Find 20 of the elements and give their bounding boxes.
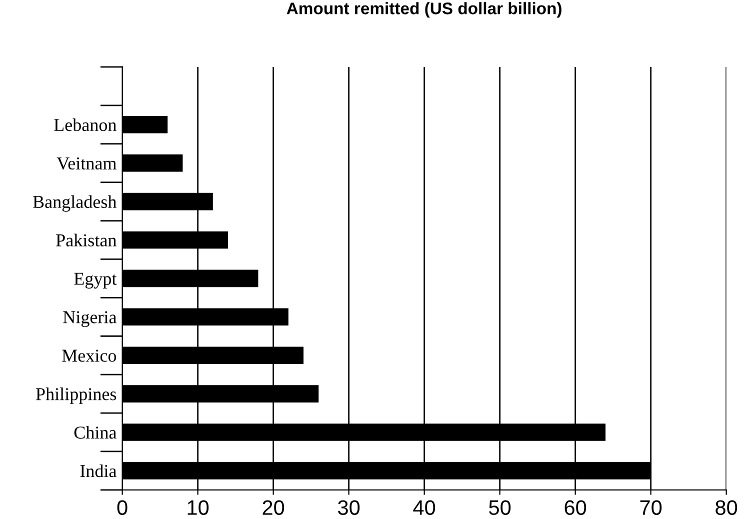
chart-title: Amount remitted (US dollar billion) [286, 2, 562, 18]
x-tick-label: 60 [564, 500, 586, 515]
y-tick-label: Mexico [62, 350, 116, 362]
y-tick-label: Egypt [74, 272, 117, 289]
y-tick-label: Lebanon [54, 118, 116, 132]
x-tick-label: 10 [188, 500, 209, 515]
x-tick-label: 70 [640, 500, 662, 515]
y-tick-label: Bangladesh [33, 195, 117, 212]
y-tick-label: Veitnam [56, 157, 116, 170]
x-tick-label: 40 [413, 500, 436, 515]
x-tick-label: 0 [117, 500, 128, 515]
y-tick-label: Philippines [36, 388, 116, 404]
x-tick-label: 80 [716, 500, 738, 515]
y-tick-label: Nigeria [63, 311, 117, 328]
x-tick-label: 20 [262, 500, 284, 515]
y-tick-label: India [80, 464, 117, 478]
x-tick-label: 30 [338, 500, 360, 515]
y-tick-label: Pakistan [56, 234, 116, 246]
x-tick-label: 50 [489, 500, 511, 515]
y-tick-label: China [74, 426, 117, 439]
